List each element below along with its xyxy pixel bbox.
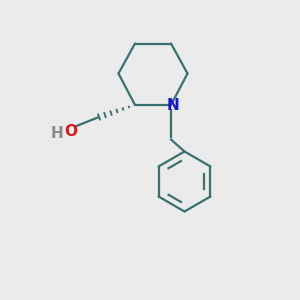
Text: H: H <box>51 126 63 141</box>
Text: N: N <box>166 98 179 112</box>
Text: O: O <box>64 124 77 139</box>
